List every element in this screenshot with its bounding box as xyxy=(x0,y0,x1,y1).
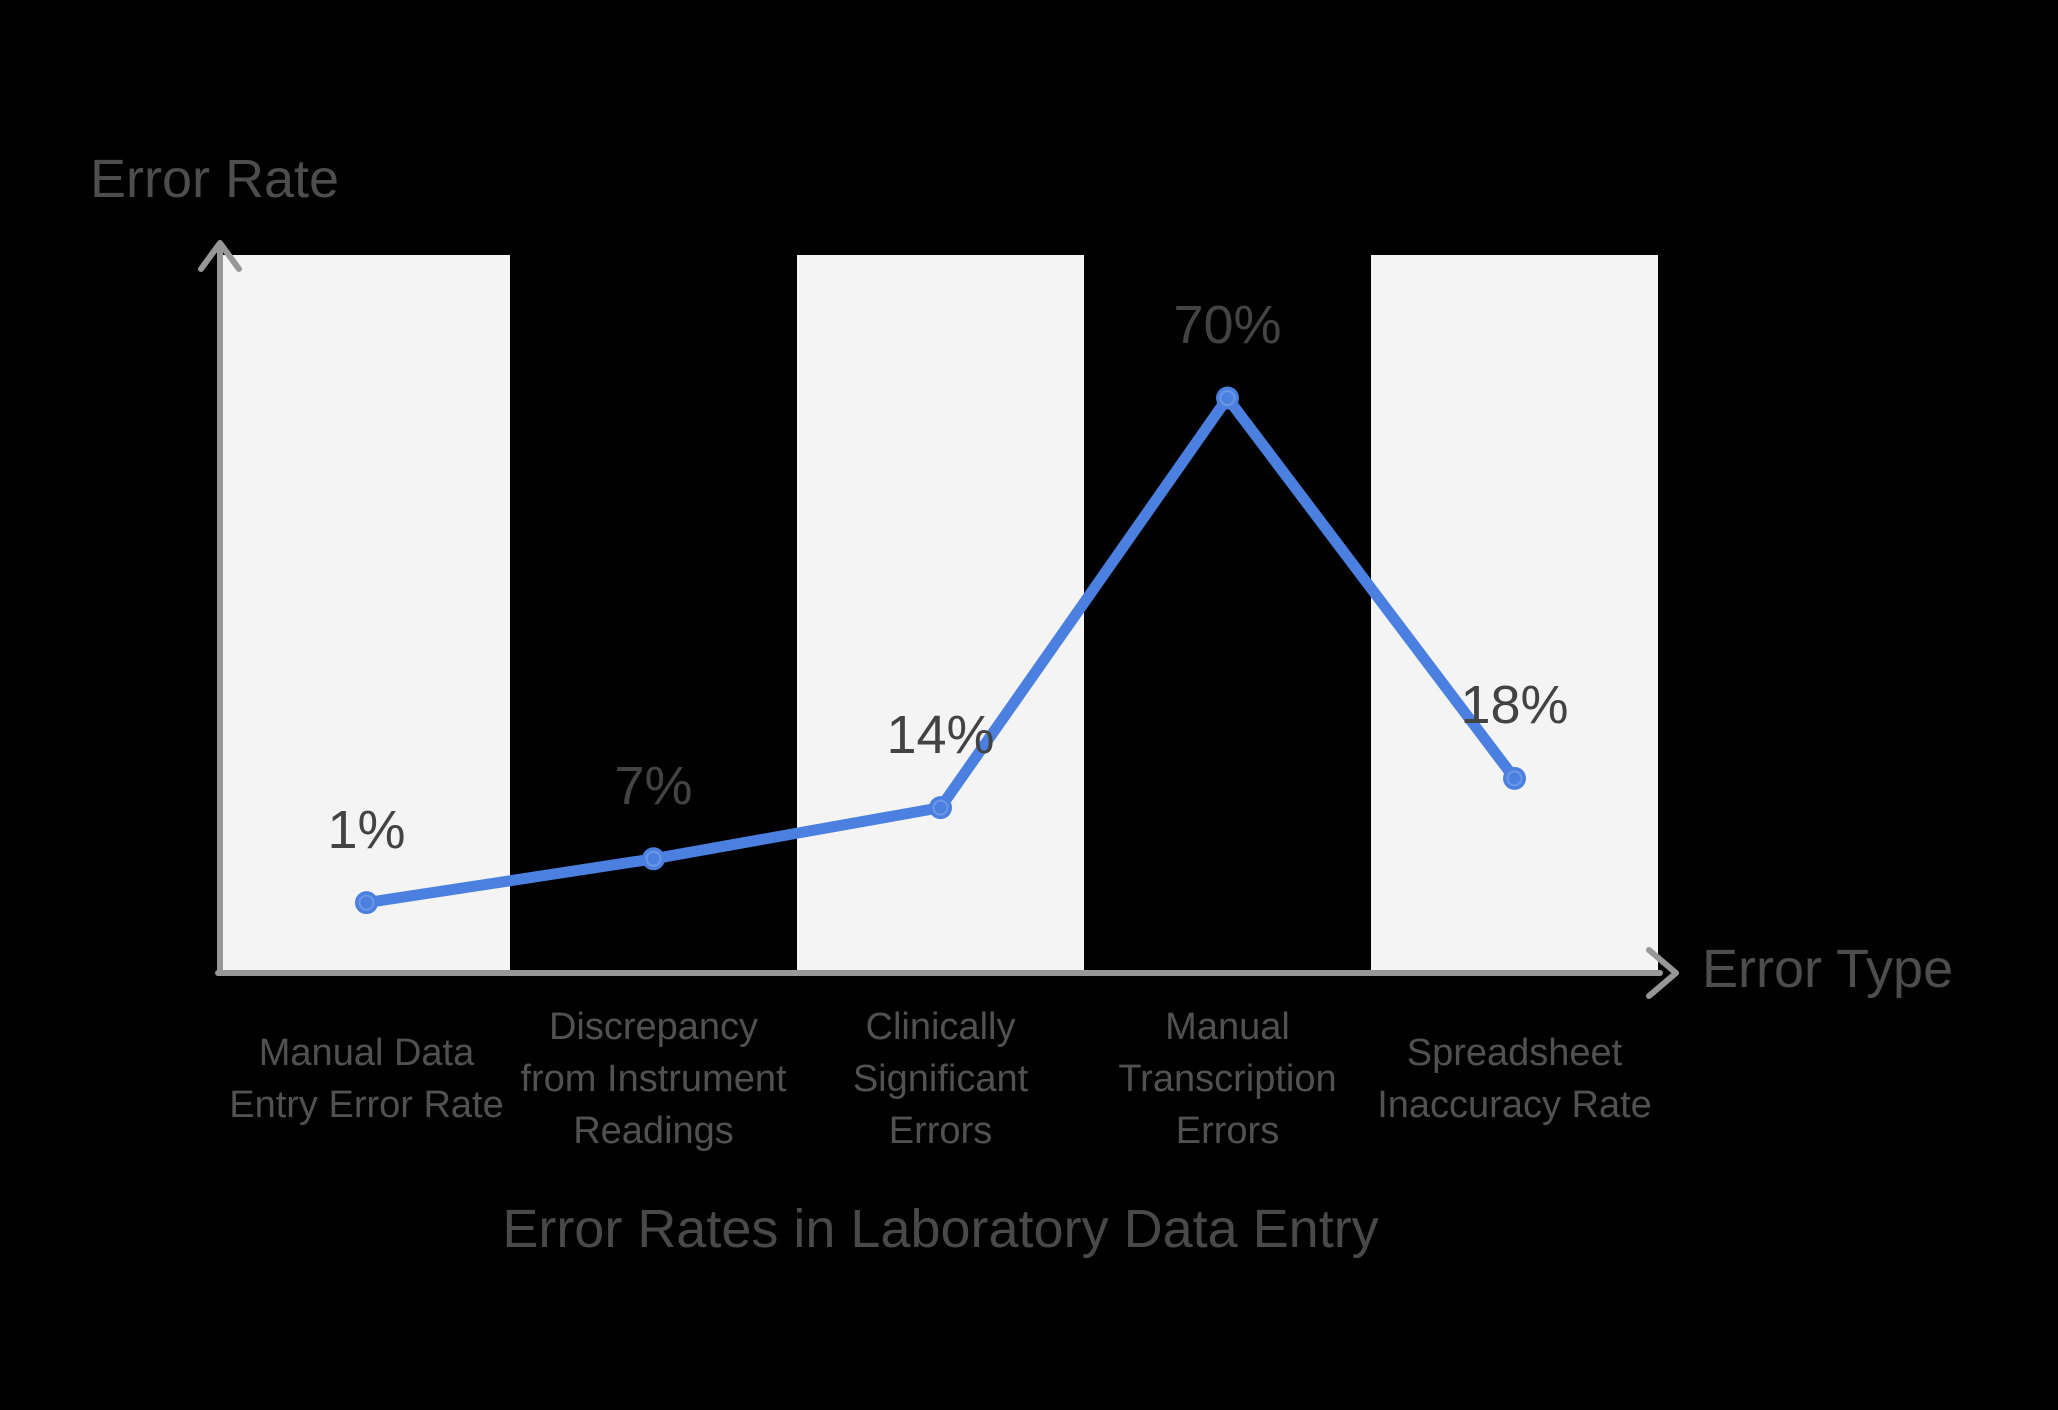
data-point-marker xyxy=(642,847,665,871)
x-axis-category-label: Clinically Significant Errors xyxy=(852,1006,1029,1152)
data-point-label: 14% xyxy=(886,704,995,765)
data-point-marker-ring xyxy=(1219,390,1236,407)
data-point-label: 18% xyxy=(1460,675,1569,736)
data-point-marker xyxy=(1503,766,1526,790)
data-point-marker-ring xyxy=(645,850,662,867)
x-axis-category-label: Spreadsheet Inaccuracy Rate xyxy=(1377,1032,1652,1126)
x-axis-title: Error Type xyxy=(1702,939,1954,999)
data-point-marker xyxy=(929,796,952,820)
x-axis-arrowhead-icon xyxy=(1646,947,1679,999)
x-axis-category-label: Manual Transcription Errors xyxy=(1118,1006,1337,1152)
data-point-label: 70% xyxy=(1173,295,1282,356)
data-point-marker-ring xyxy=(932,799,949,816)
data-point-marker xyxy=(1216,386,1239,410)
column-band xyxy=(797,255,1084,973)
x-axis-category-label: Manual Data Entry Error Rate xyxy=(229,1032,504,1126)
x-axis-category-label: Discrepancy from Instrument Readings xyxy=(520,1006,787,1152)
data-point-marker-ring xyxy=(358,894,375,911)
column-band xyxy=(1371,255,1658,973)
data-point-marker-ring xyxy=(1506,770,1523,787)
data-point-marker xyxy=(355,891,378,915)
column-band xyxy=(223,255,510,973)
chart-title: Error Rates in Laboratory Data Entry xyxy=(502,1199,1379,1259)
data-point-label: 1% xyxy=(327,799,406,860)
data-point-label: 7% xyxy=(614,755,693,816)
y-axis-arrowhead-icon xyxy=(198,240,242,272)
y-axis-title: Error Rate xyxy=(90,149,340,209)
